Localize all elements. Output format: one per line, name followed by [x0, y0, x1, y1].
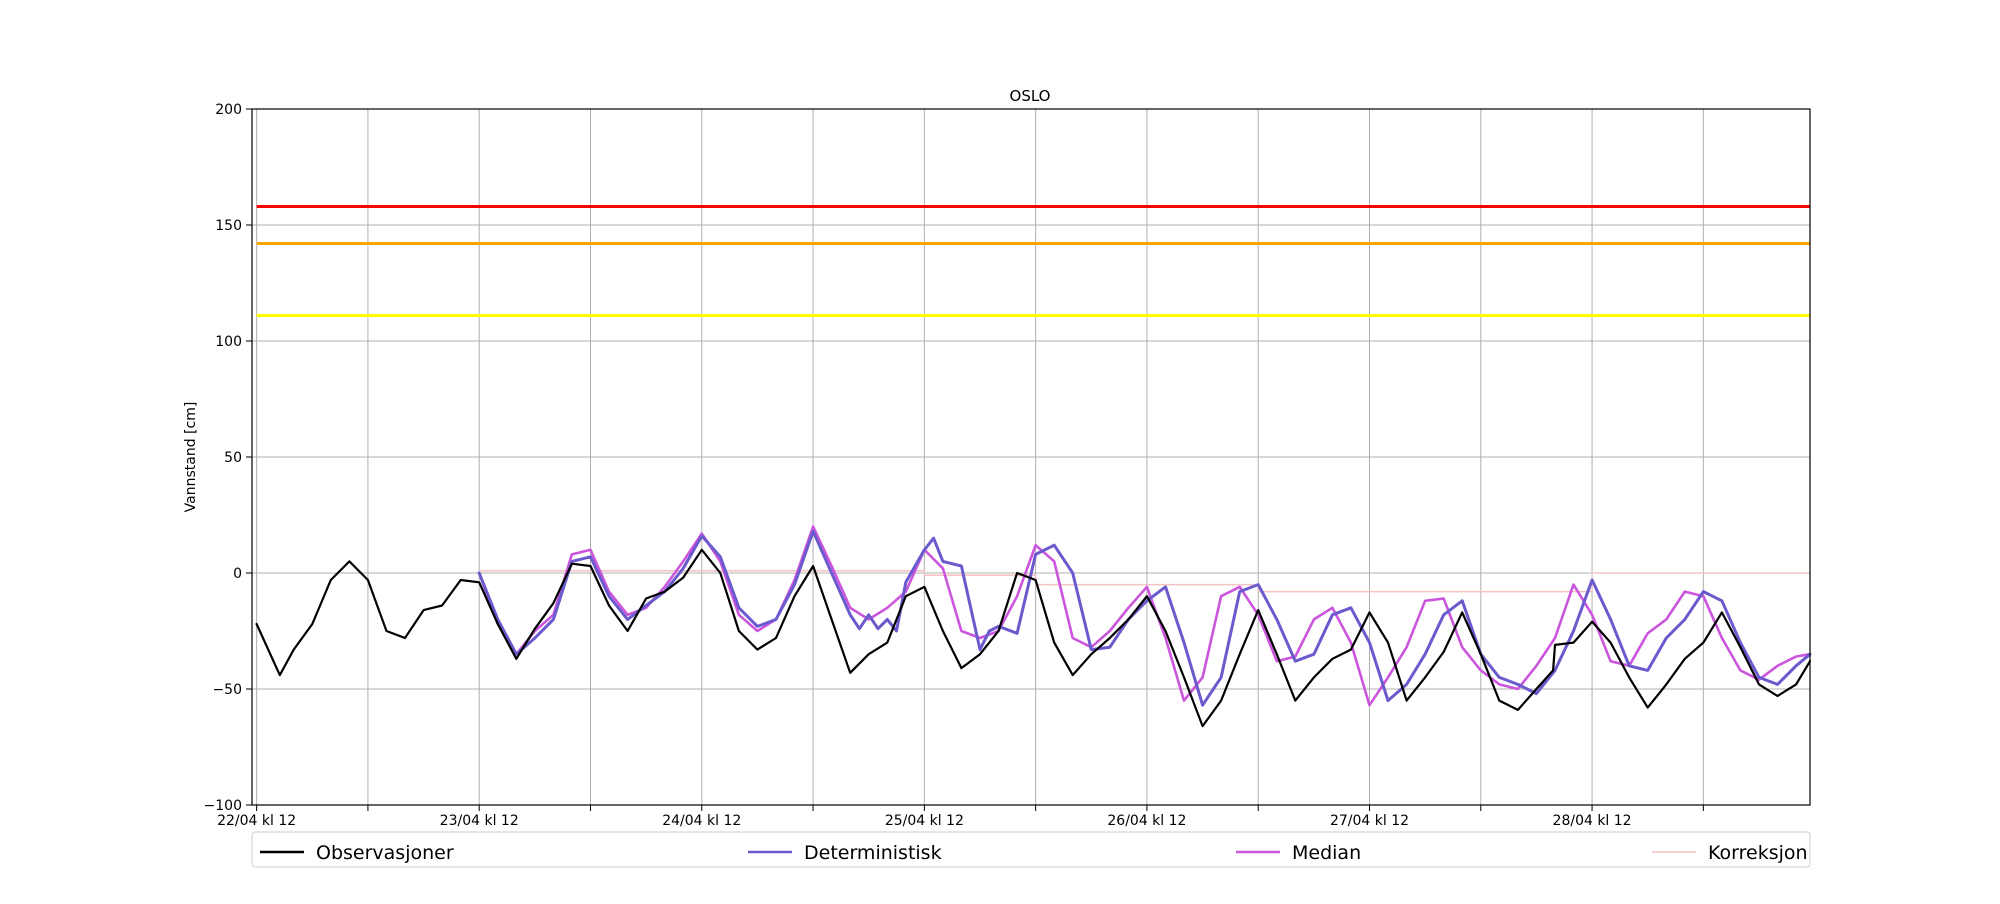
- y-tick-label: 200: [215, 102, 242, 118]
- y-tick-label: 150: [215, 218, 242, 234]
- series-line-median: [477, 525, 1812, 707]
- legend: Observasjoner Deterministisk Median Korreks…: [251, 831, 1811, 868]
- y-tick-label: 100: [215, 334, 242, 350]
- series-line-korreksjon: [478, 569, 1811, 593]
- legend-label: Deterministisk: [804, 842, 942, 864]
- x-tick-label: 25/04 kl 12: [885, 813, 964, 829]
- y-tick-label: −50: [212, 682, 242, 698]
- x-axis: 22/04 kl 12 23/04 kl 12 24/04 kl 12 25/04 k…: [217, 805, 1704, 829]
- y-tick-label: −100: [204, 798, 242, 814]
- chart-title: OSLO: [1010, 87, 1051, 105]
- y-tick-label: 0: [233, 566, 242, 582]
- threshold-layer: [256, 204, 1810, 317]
- legend-label: Observasjoner: [316, 842, 454, 864]
- y-tick-label: 50: [224, 450, 242, 466]
- y-axis: −100 −50 0 50 100 150 200: [204, 102, 252, 814]
- x-tick-label: 26/04 kl 12: [1107, 813, 1186, 829]
- x-tick-label: 28/04 kl 12: [1553, 813, 1632, 829]
- x-tick-label: 27/04 kl 12: [1330, 813, 1409, 829]
- series-layer: [255, 525, 1812, 728]
- legend-label: Korreksjon: [1708, 842, 1808, 864]
- series-line-deterministisk: [477, 529, 1812, 707]
- y-axis-label: Vannstand [cm]: [183, 402, 199, 513]
- x-tick-label: 24/04 kl 12: [662, 813, 741, 829]
- legend-label: Median: [1292, 842, 1361, 864]
- x-tick-label: 22/04 kl 12: [217, 813, 296, 829]
- series-line-observasjoner: [255, 548, 1812, 728]
- legend-frame: [251, 831, 1811, 868]
- x-tick-label: 23/04 kl 12: [440, 813, 519, 829]
